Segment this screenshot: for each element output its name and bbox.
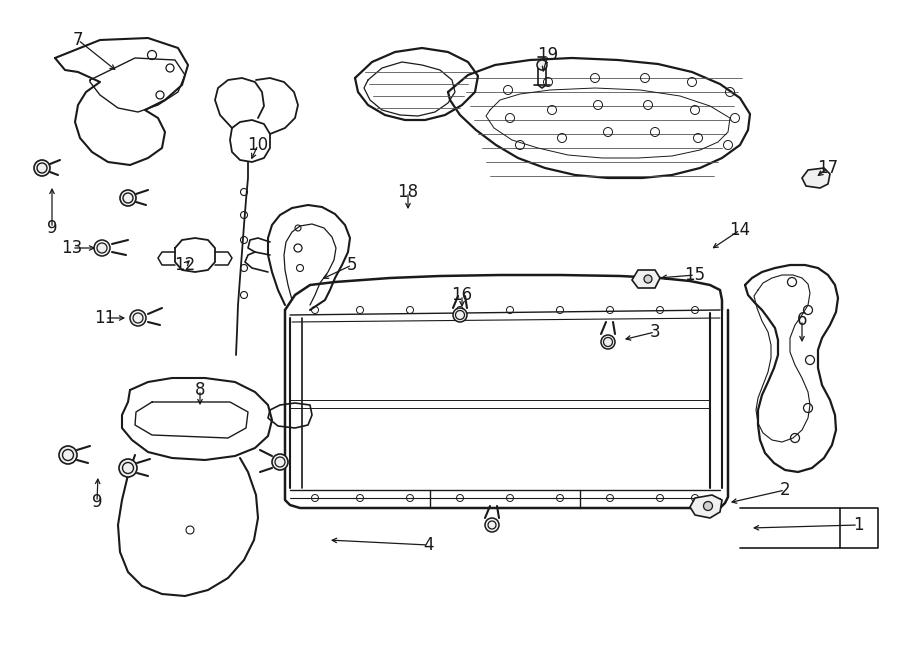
Text: 4: 4 [423,536,433,554]
Circle shape [34,160,50,176]
Circle shape [453,308,467,322]
Text: 9: 9 [47,219,58,237]
Text: 9: 9 [92,493,103,511]
Text: 18: 18 [398,183,418,201]
Text: 6: 6 [796,311,807,329]
Circle shape [644,275,652,283]
Text: 1: 1 [852,516,863,534]
Circle shape [485,518,499,532]
Text: 15: 15 [684,266,706,284]
Circle shape [119,459,137,477]
Text: 17: 17 [817,159,839,177]
Circle shape [601,335,615,349]
Circle shape [130,310,146,326]
Circle shape [537,60,547,70]
Text: 12: 12 [175,256,195,274]
Polygon shape [802,168,830,188]
Polygon shape [632,270,660,288]
Text: 11: 11 [94,309,115,327]
Text: 2: 2 [779,481,790,499]
Text: 3: 3 [650,323,661,341]
Text: 14: 14 [729,221,751,239]
Polygon shape [690,495,722,518]
Text: 5: 5 [346,256,357,274]
Text: 10: 10 [248,136,268,154]
Text: 19: 19 [537,46,559,64]
Text: 13: 13 [61,239,83,257]
Circle shape [704,502,713,510]
Text: 8: 8 [194,381,205,399]
Circle shape [272,454,288,470]
Circle shape [120,190,136,206]
Circle shape [59,446,77,464]
Circle shape [94,240,110,256]
Text: 7: 7 [73,31,83,49]
Text: 16: 16 [452,286,472,304]
